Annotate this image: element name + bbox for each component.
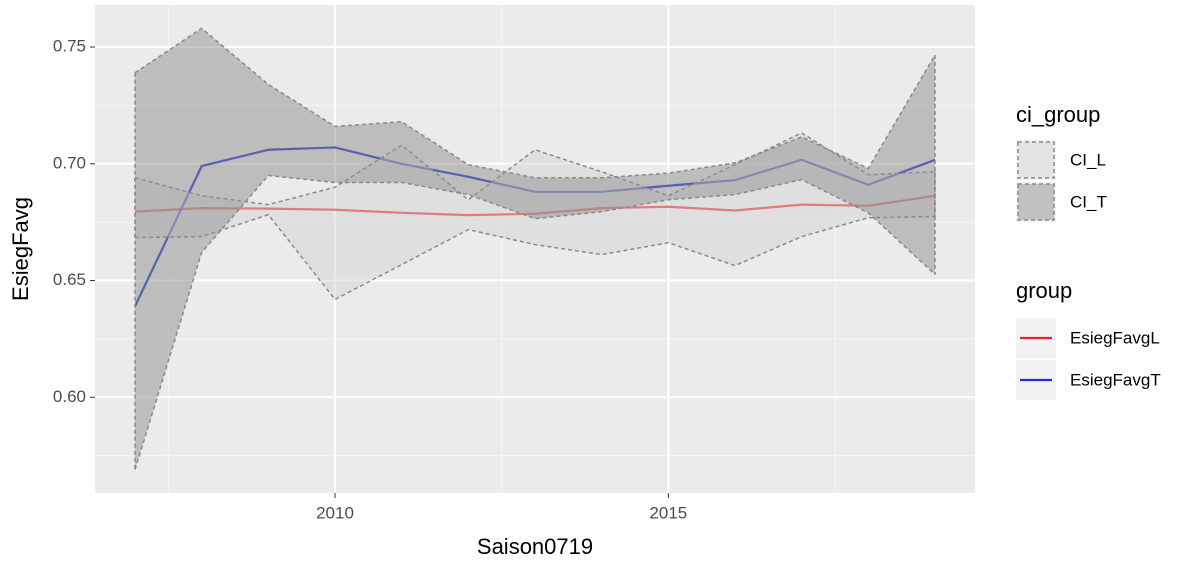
legend-key	[1017, 141, 1055, 179]
plot-area	[95, 5, 975, 493]
legend-title: group	[1016, 278, 1072, 303]
y-tick-label: 0.75	[53, 37, 86, 56]
legend-label: CI_L	[1070, 150, 1106, 169]
x-axis-title: Saison0719	[477, 534, 593, 559]
x-tick-label: 2010	[316, 503, 354, 522]
ribbon-edge	[134, 213, 936, 301]
ribbon-edge	[134, 132, 936, 206]
legend-label: CI_T	[1070, 192, 1107, 211]
y-tick-label: 0.65	[53, 270, 86, 289]
legend-title: ci_group	[1016, 102, 1100, 127]
y-tick-label: 0.60	[53, 387, 86, 406]
y-tick-label: 0.70	[53, 153, 86, 172]
y-axis-title: EsiegFavg	[8, 197, 33, 301]
legend-key	[1017, 183, 1055, 221]
ribbon-edge	[134, 174, 936, 470]
legend-label: EsiegFavgL	[1070, 328, 1160, 347]
ribbon-area	[135, 28, 935, 470]
x-tick-label: 2015	[649, 503, 687, 522]
legend-label: EsiegFavgT	[1070, 370, 1161, 389]
